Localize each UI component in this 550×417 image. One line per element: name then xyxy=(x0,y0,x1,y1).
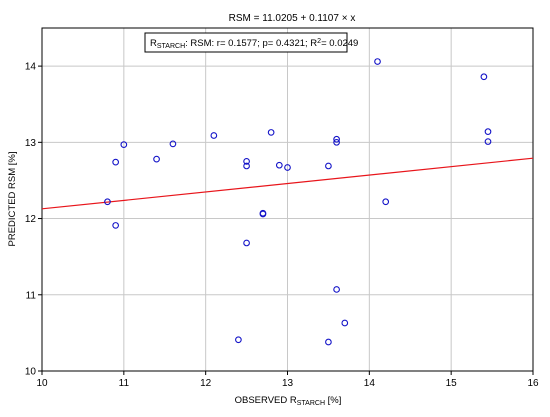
regression-line xyxy=(41,157,534,210)
data-points xyxy=(104,58,492,346)
data-point xyxy=(210,132,218,139)
data-point xyxy=(120,141,128,148)
data-point xyxy=(325,162,332,170)
y-tick-label: 11 xyxy=(26,290,37,301)
chart-title: RSM = 11.0205 + 0.1107 × x xyxy=(229,13,356,24)
y-tick-label: 12 xyxy=(25,214,37,225)
legend-r-sub: STARCH xyxy=(157,43,185,50)
data-point xyxy=(112,158,119,166)
y-tick-label: 10 xyxy=(25,367,37,378)
x-tick-label: 12 xyxy=(200,378,212,389)
data-point xyxy=(267,129,275,136)
data-point xyxy=(325,338,332,346)
data-point xyxy=(104,198,111,206)
legend-r-main: R xyxy=(150,38,157,49)
x-tick-label: 15 xyxy=(446,378,458,389)
x-axis-label-unit: [%] xyxy=(325,395,341,406)
data-point xyxy=(153,155,160,163)
data-point xyxy=(243,162,250,170)
data-point xyxy=(284,164,291,171)
x-axis-label-main: OBSERVED R xyxy=(235,395,297,406)
data-point xyxy=(333,135,340,143)
data-point xyxy=(169,140,177,148)
legend-stats-b: = 0.0249 xyxy=(321,38,358,49)
data-point xyxy=(341,319,349,327)
y-axis-label: PREDICTED RSM [%] xyxy=(7,151,18,246)
x-tick-label: 13 xyxy=(282,378,294,389)
legend-stats-sup: 2 xyxy=(317,38,321,45)
x-tick-label: 16 xyxy=(527,378,539,389)
legend-stats-a: : RSM: r= 0.1577; p= 0.4321; R xyxy=(185,38,317,49)
x-axis-label: OBSERVED RSTARCH [%] xyxy=(235,395,342,407)
data-point xyxy=(235,336,242,344)
x-tick-label: 10 xyxy=(36,378,48,389)
x-tick-label: 14 xyxy=(364,378,376,389)
data-point xyxy=(382,198,390,206)
legend-box xyxy=(144,32,348,53)
data-point xyxy=(480,73,488,81)
data-point xyxy=(333,138,340,146)
data-point xyxy=(112,222,119,229)
data-point xyxy=(275,161,283,169)
data-point xyxy=(374,58,381,65)
data-point xyxy=(333,286,340,293)
grid-lines xyxy=(42,28,533,371)
data-point xyxy=(243,158,250,165)
data-point xyxy=(243,239,250,247)
x-axis-label-sub: STARCH xyxy=(297,400,325,407)
data-point xyxy=(484,138,492,145)
data-point xyxy=(484,128,492,136)
data-point xyxy=(259,209,267,217)
y-tick-label: 13 xyxy=(25,138,37,149)
legend-text: RSTARCH: RSM: r= 0.1577; p= 0.4321; R2= … xyxy=(150,38,358,50)
y-tick-label: 14 xyxy=(25,62,37,73)
x-tick-label: 11 xyxy=(119,378,130,389)
axis-ticks: 10 11 12 13 14 15 16 10 11 12 13 14 xyxy=(25,62,539,389)
